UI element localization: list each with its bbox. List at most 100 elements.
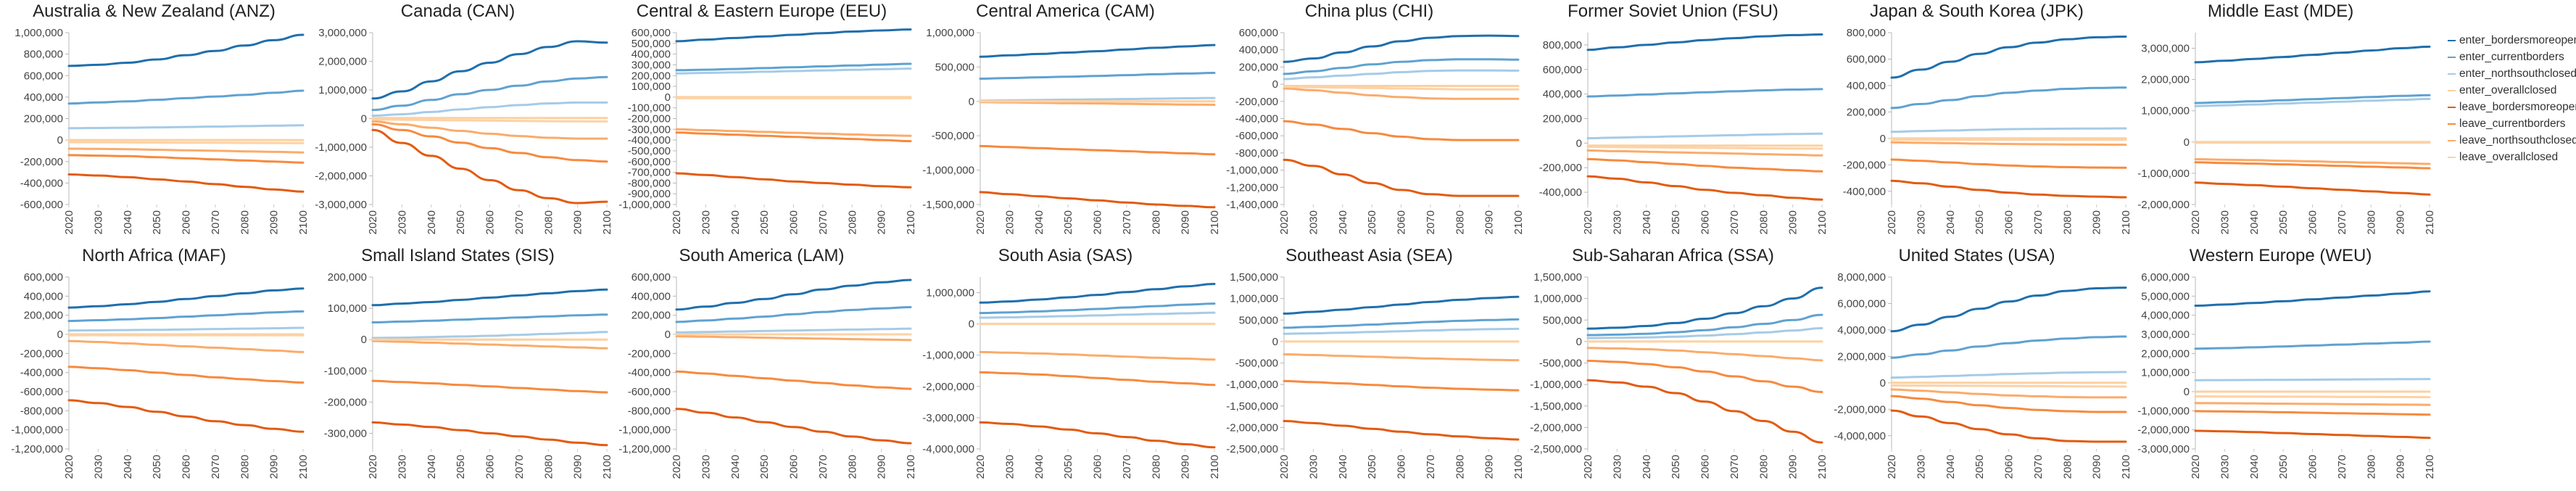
y-tick-label: -1,400,000 bbox=[1226, 199, 1278, 211]
chart-panel: United States (USA) 8,000,000 6,000,000 4,0… bbox=[1823, 244, 2131, 484]
x-tick-label: 2060 bbox=[1396, 210, 1408, 234]
y-tick-label: 200,000 bbox=[24, 310, 63, 322]
y-tick-label: 0 bbox=[1272, 336, 1278, 348]
x-tick-label: 2050 bbox=[151, 210, 163, 234]
series-line-leave-overallclosed bbox=[1284, 87, 1518, 90]
legend-label: enter_currentborders bbox=[2459, 51, 2564, 63]
series-line-enter-bordersmoreopen bbox=[373, 289, 607, 305]
x-tick-label: 2050 bbox=[455, 455, 467, 479]
series-line-leave-currentborders bbox=[69, 367, 303, 383]
y-tick-label: -2,000,000 bbox=[315, 170, 367, 183]
series-line-leave-northsouthclosed bbox=[69, 149, 303, 152]
chart-svg: 1,500,000 1,000,000 500,000 0 -500,000 -1,000… bbox=[1215, 244, 1523, 484]
legend-label: leave_northsouthclosed bbox=[2459, 134, 2576, 147]
y-tick-label: -100,000 bbox=[324, 365, 367, 377]
series-line-leave-bordersmoreopen bbox=[373, 422, 607, 445]
y-tick-label: 2,000,000 bbox=[1837, 350, 1886, 363]
chart-panel: Western Europe (WEU) 6,000,000 5,000,000 4,… bbox=[2126, 244, 2435, 484]
x-tick-label: 2100 bbox=[2424, 455, 2436, 479]
x-tick-label: 2040 bbox=[1945, 455, 1957, 479]
y-tick-label: -1,500,000 bbox=[922, 199, 974, 211]
y-tick-label: -3,000,000 bbox=[2137, 443, 2190, 455]
y-tick-label: -200,000 bbox=[1843, 159, 1886, 171]
y-tick-label: -4,000,000 bbox=[922, 443, 974, 455]
chart-panel: Small Island States (SIS) 200,000 100,000 0… bbox=[304, 244, 612, 484]
chart-svg: 8,000,0006,000,0004,000,0002,000,0000-2,… bbox=[1823, 244, 2131, 484]
y-tick-label: -400,000 bbox=[1843, 186, 1886, 198]
legend-label: enter_overallclosed bbox=[2459, 84, 2556, 96]
y-tick-label: -1,000,000 bbox=[2137, 405, 2190, 417]
x-tick-label: 2090 bbox=[1180, 455, 1192, 479]
y-tick-label: -1,000,000 bbox=[618, 199, 671, 211]
legend-item: enter_bordersmoreopen bbox=[2448, 32, 2575, 49]
x-tick-label: 2060 bbox=[1699, 210, 1712, 234]
x-tick-label: 2090 bbox=[2091, 455, 2103, 479]
x-tick-label: 2030 bbox=[92, 210, 104, 234]
x-tick-label: 2060 bbox=[1092, 210, 1104, 234]
y-tick-label: 600,000 bbox=[1543, 64, 1582, 76]
y-tick-label: 2,000,000 bbox=[2141, 347, 2190, 360]
chart-panel: Australia & New Zealand (ANZ) 1,000,000 80… bbox=[0, 0, 308, 239]
y-tick-label: -1,200,000 bbox=[1226, 181, 1278, 194]
x-tick-label: 2080 bbox=[1454, 455, 1466, 479]
legend-item: leave_bordersmoreopen bbox=[2448, 99, 2575, 115]
series-line-leave-northsouthclosed bbox=[676, 129, 911, 136]
x-tick-label: 2090 bbox=[268, 455, 281, 479]
series-line-leave-overallclosed bbox=[1588, 147, 1822, 149]
x-tick-label: 2020 bbox=[63, 455, 75, 479]
x-tick-label: 2070 bbox=[817, 455, 829, 479]
series-line-leave-currentborders bbox=[1588, 361, 1822, 392]
y-tick-label: 800,000 bbox=[1847, 27, 1886, 39]
y-tick-label: 1,000,000 bbox=[318, 84, 367, 96]
series-line-enter-bordersmoreopen bbox=[1588, 288, 1822, 329]
legend-swatch bbox=[2448, 107, 2456, 108]
x-tick-label: 2080 bbox=[2061, 210, 2074, 234]
x-tick-label: 2040 bbox=[1641, 455, 1653, 479]
y-tick-label: -3,000,000 bbox=[315, 199, 367, 211]
x-tick-label: 2030 bbox=[2219, 210, 2231, 234]
series-line-enter-bordersmoreopen bbox=[69, 35, 303, 66]
y-tick-label: -1,000,000 bbox=[1226, 379, 1278, 391]
x-tick-label: 2080 bbox=[239, 455, 251, 479]
legend-swatch bbox=[2448, 57, 2456, 58]
x-tick-label: 2080 bbox=[1150, 455, 1162, 479]
x-tick-label: 2080 bbox=[1757, 455, 1770, 479]
y-tick-label: -1,200,000 bbox=[11, 443, 63, 455]
series-line-enter-bordersmoreopen bbox=[1588, 35, 1822, 50]
x-tick-label: 2050 bbox=[758, 455, 771, 479]
series-line-enter-northsouthclosed bbox=[676, 329, 911, 332]
x-tick-label: 2030 bbox=[1915, 210, 1927, 234]
x-tick-label: 2030 bbox=[396, 210, 408, 234]
series-line-leave-bordersmoreopen bbox=[676, 409, 911, 443]
x-tick-label: 2070 bbox=[2336, 210, 2348, 234]
x-tick-label: 2070 bbox=[513, 455, 526, 479]
legend-item: enter_currentborders bbox=[2448, 49, 2575, 65]
y-tick-label: -1,000,000 bbox=[11, 424, 63, 437]
chart-panel: Former Soviet Union (FSU) 800,000 600,000 4… bbox=[1519, 0, 1827, 239]
series-line-enter-northsouthclosed bbox=[69, 328, 303, 331]
series-line-leave-currentborders bbox=[69, 155, 303, 162]
y-tick-label: -400,000 bbox=[1235, 113, 1278, 125]
series-line-leave-currentborders bbox=[1892, 160, 2126, 168]
x-tick-label: 2090 bbox=[1787, 210, 1800, 234]
series-line-enter-bordersmoreopen bbox=[1892, 37, 2126, 78]
series-line-enter-currentborders bbox=[69, 311, 303, 321]
y-tick-label: 2,000,000 bbox=[318, 56, 367, 68]
series-line-leave-overallclosed bbox=[373, 120, 607, 122]
y-tick-label: 400,000 bbox=[1847, 80, 1886, 92]
chart-svg: 800,000 600,000 400,000 200,000 0 -200,000 -40… bbox=[1823, 0, 2131, 239]
y-tick-label: 5,000,000 bbox=[2141, 290, 2190, 302]
series-line-enter-northsouthclosed bbox=[2195, 379, 2430, 381]
y-tick-label: -2,000,000 bbox=[2137, 424, 2190, 437]
series-line-leave-bordersmoreopen bbox=[2195, 183, 2430, 194]
series-line-leave-northsouthclosed bbox=[1892, 389, 2126, 397]
x-tick-label: 2040 bbox=[2248, 210, 2261, 234]
legend-swatch bbox=[2448, 90, 2456, 91]
y-tick-label: 3,000,000 bbox=[2141, 43, 2190, 55]
series-line-enter-bordersmoreopen bbox=[1284, 36, 1518, 62]
x-tick-label: 2040 bbox=[1033, 455, 1045, 479]
y-tick-label: 200,000 bbox=[1543, 113, 1582, 125]
x-tick-label: 2040 bbox=[1337, 455, 1349, 479]
series-line-enter-currentborders bbox=[1892, 88, 2126, 108]
